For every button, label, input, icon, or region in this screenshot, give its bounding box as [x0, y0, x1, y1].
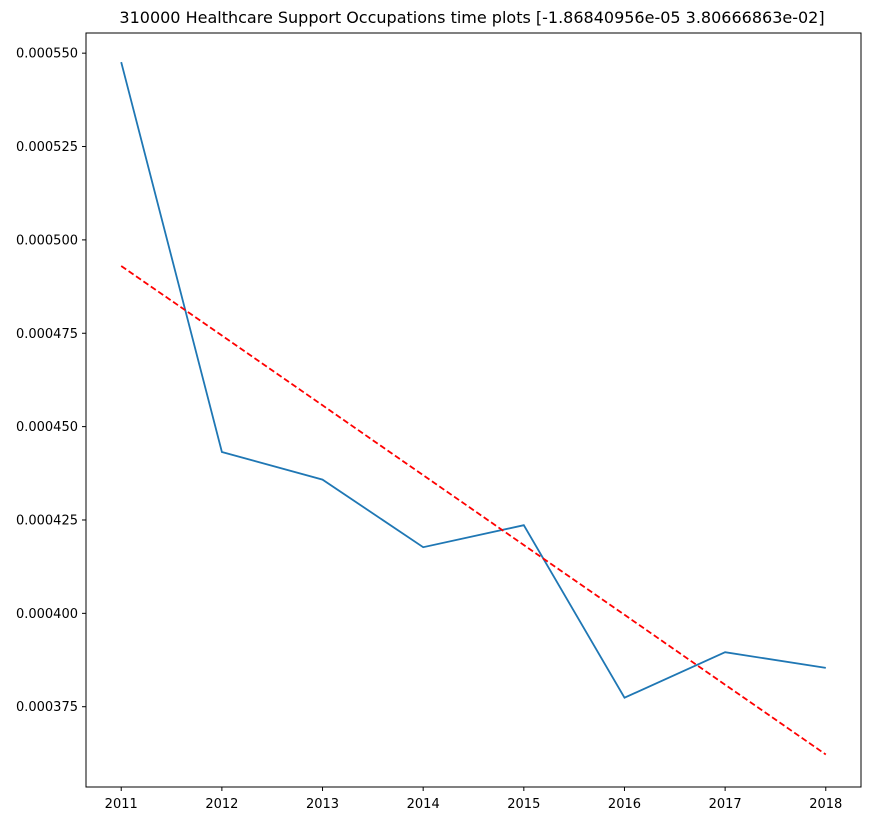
y-tick-label: 0.000375 — [16, 700, 78, 715]
x-axis-ticks: 2011 2012 2013 2014 2015 2016 2017 2018 — [105, 787, 842, 812]
x-tick-label: 2016 — [608, 797, 641, 812]
y-tick-label: 0.000450 — [16, 420, 78, 435]
y-tick-label: 0.000500 — [16, 233, 78, 248]
plot-frame — [85, 32, 862, 788]
x-tick-label: 2011 — [105, 797, 138, 812]
y-tick-label: 0.000425 — [16, 513, 78, 528]
x-tick-label: 2018 — [809, 797, 842, 812]
chart-title: 310000 Healthcare Support Occupations ti… — [119, 8, 824, 27]
x-tick-label: 2013 — [306, 797, 339, 812]
y-tick-label: 0.000550 — [16, 47, 78, 62]
x-tick-label: 2014 — [407, 797, 440, 812]
y-tick-label: 0.000475 — [16, 327, 78, 342]
x-tick-label: 2015 — [507, 797, 540, 812]
x-tick-label: 2012 — [205, 797, 238, 812]
x-tick-label: 2017 — [709, 797, 742, 812]
y-tick-label: 0.000525 — [16, 140, 78, 155]
series-line-observed — [120, 61, 826, 699]
y-tick-label: 0.000400 — [16, 607, 78, 622]
series-line-trend — [120, 265, 827, 756]
y-axis-ticks: 0.000375 0.000400 0.000425 0.000450 0.000475… — [16, 47, 86, 715]
series-layer — [120, 61, 827, 756]
